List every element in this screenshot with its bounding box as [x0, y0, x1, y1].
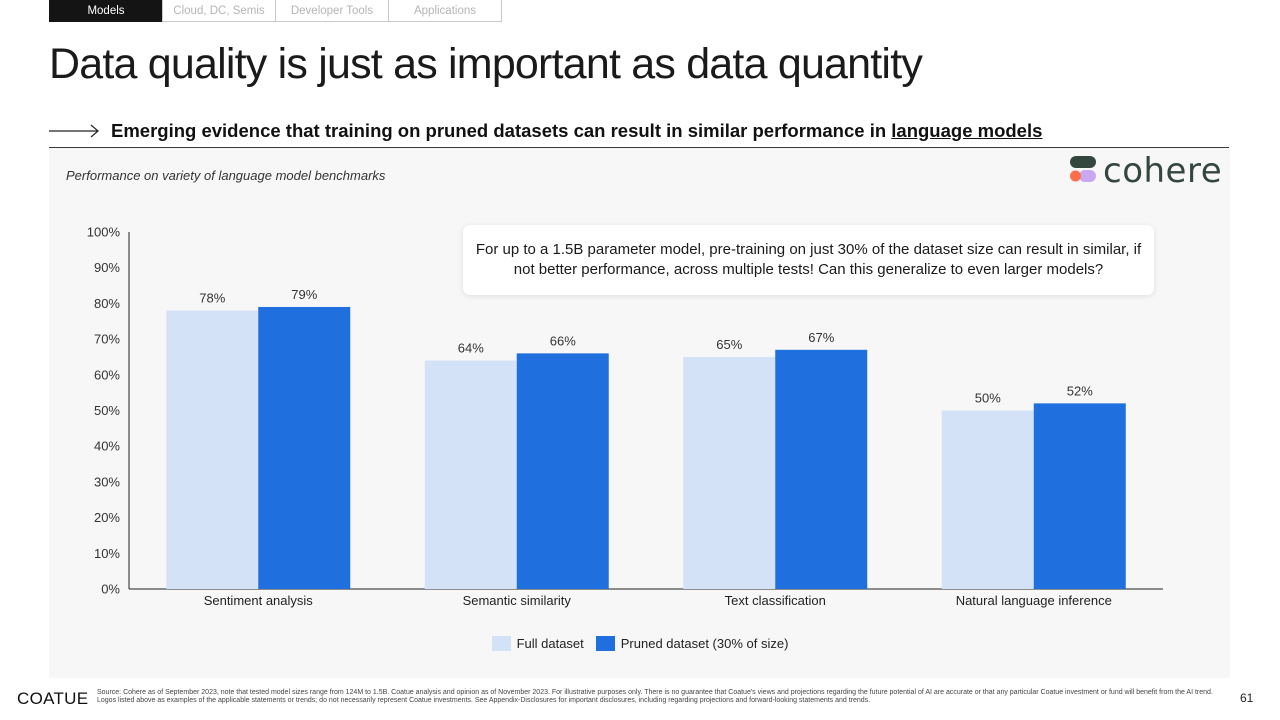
bar-value-label: 66% — [550, 333, 576, 348]
logo-text: cohere — [1103, 151, 1223, 191]
y-tick-label: 90% — [94, 260, 120, 275]
legend-item-pruned: Pruned dataset (30% of size) — [595, 636, 789, 651]
cohere-logo: cohere — [1067, 151, 1229, 192]
source-footnote: Source: Cohere as of September 2023, not… — [97, 689, 1213, 705]
bar-value-label: 52% — [1067, 383, 1093, 398]
legend-swatch-full — [491, 636, 511, 651]
y-tick-label: 50% — [94, 403, 120, 418]
x-tick-label: Sentiment analysis — [204, 593, 314, 608]
legend-label-pruned: Pruned dataset (30% of size) — [620, 636, 789, 651]
legend-item-full: Full dataset — [491, 636, 584, 651]
bar-value-label: 67% — [808, 330, 834, 345]
page-number: 61 — [1240, 691, 1254, 705]
section-tabs: Models Cloud, DC, Semis Developer Tools … — [49, 0, 502, 22]
bar — [516, 353, 609, 589]
arrow-right-icon — [49, 124, 99, 138]
bar-value-label: 78% — [199, 291, 225, 306]
tab-applications[interactable]: Applications — [388, 0, 502, 22]
bar-value-label: 79% — [291, 287, 317, 302]
tab-developer-tools[interactable]: Developer Tools — [275, 0, 389, 22]
bar — [424, 360, 517, 589]
slide-title: Data quality is just as important as dat… — [49, 40, 923, 88]
bar-value-label: 65% — [716, 337, 742, 352]
y-tick-label: 100% — [87, 225, 121, 240]
bar — [1033, 403, 1126, 589]
tab-models[interactable]: Models — [49, 0, 163, 22]
bar-value-label: 50% — [975, 391, 1001, 406]
callout-box: For up to a 1.5B parameter model, pre-tr… — [463, 225, 1154, 295]
y-tick-label: 70% — [94, 332, 120, 347]
bar — [166, 310, 259, 589]
legend-swatch-pruned — [595, 636, 615, 651]
bar — [941, 410, 1034, 589]
coatue-brand: COATUE — [17, 689, 89, 708]
cohere-logo-mark-icon — [1070, 156, 1096, 182]
chart-title: Performance on variety of language model… — [66, 168, 386, 183]
legend-label-full: Full dataset — [516, 636, 584, 651]
bar — [775, 349, 868, 589]
y-tick-label: 80% — [94, 296, 120, 311]
y-tick-label: 30% — [94, 474, 120, 489]
y-tick-label: 40% — [94, 439, 120, 454]
language-models-link[interactable]: language models — [891, 120, 1043, 141]
y-tick-label: 60% — [94, 367, 120, 382]
bar — [258, 306, 351, 589]
chart-legend: Full dataset Pruned dataset (30% of size… — [0, 636, 1280, 651]
bar — [683, 356, 776, 589]
subtitle-text: Emerging evidence that training on prune… — [111, 120, 892, 141]
x-tick-label: Semantic similarity — [463, 593, 572, 608]
x-tick-label: Text classification — [725, 593, 826, 608]
header-divider — [49, 147, 1229, 148]
y-tick-label: 20% — [94, 510, 120, 525]
tab-cloud-dc-semis[interactable]: Cloud, DC, Semis — [162, 0, 276, 22]
y-tick-label: 0% — [101, 582, 120, 597]
y-tick-label: 10% — [94, 546, 120, 561]
x-tick-label: Natural language inference — [956, 593, 1112, 608]
bar-value-label: 64% — [458, 341, 484, 356]
slide-subtitle: Emerging evidence that training on prune… — [111, 120, 1042, 142]
